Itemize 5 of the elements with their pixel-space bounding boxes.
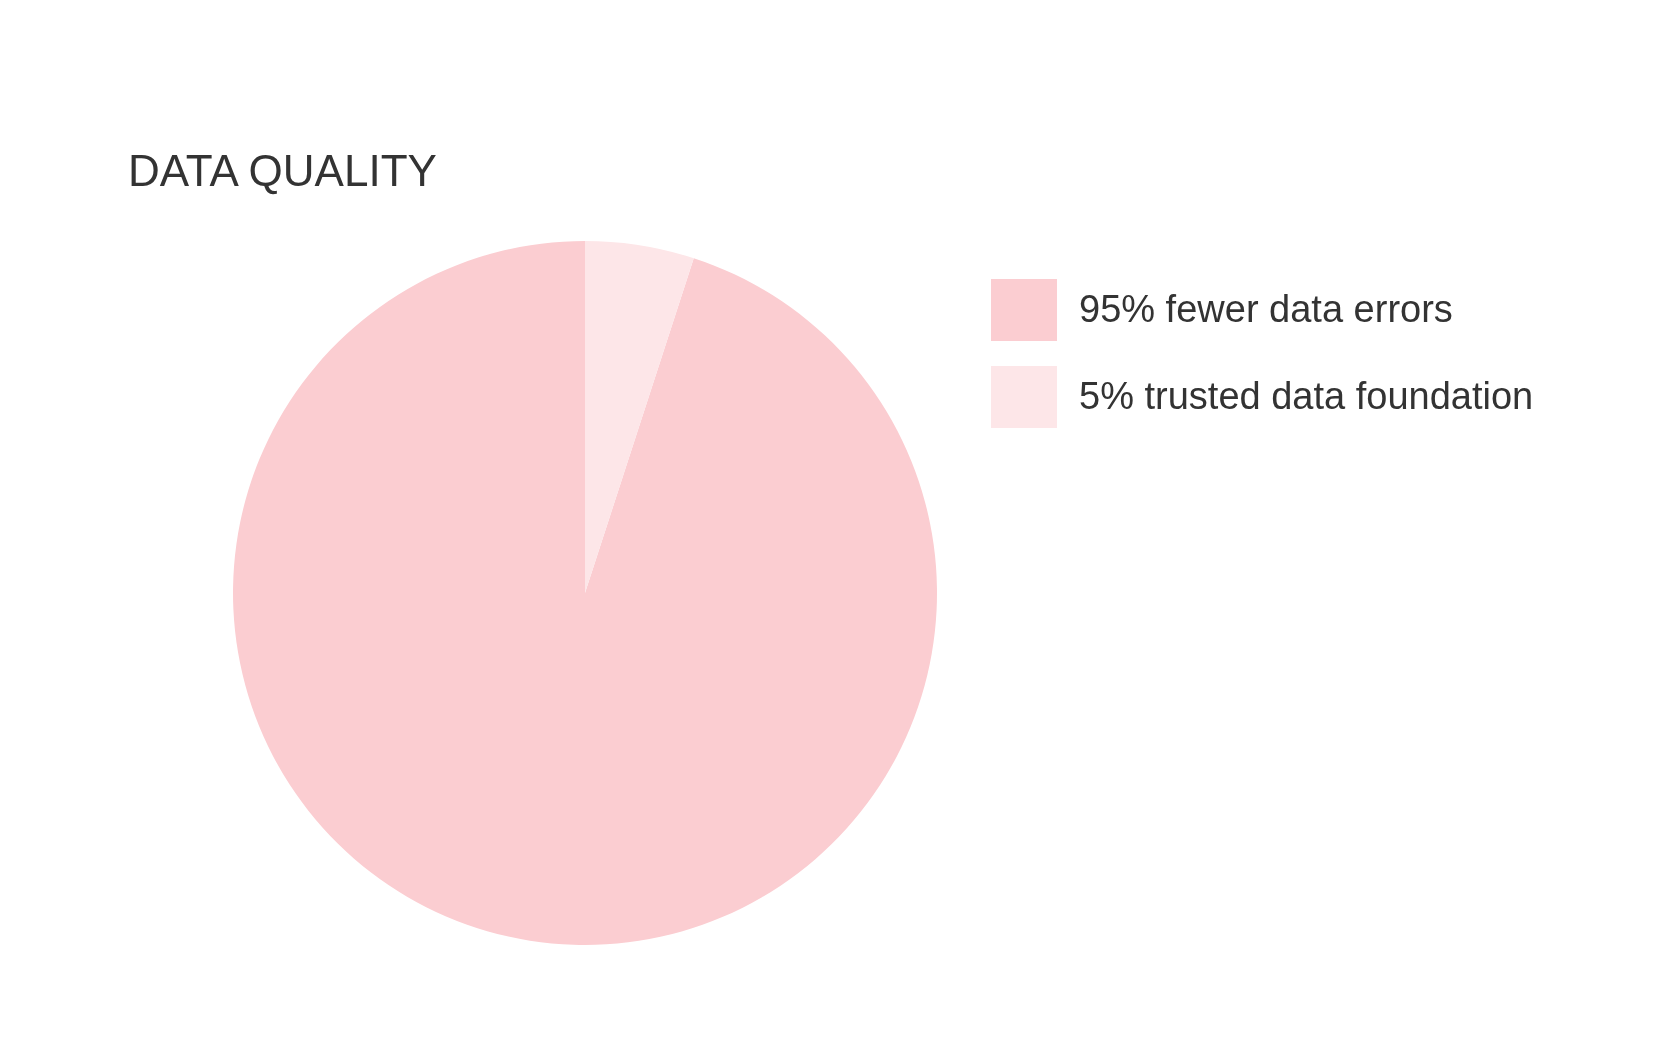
pie-slice (233, 241, 937, 945)
pie-slice (585, 241, 694, 593)
legend-label: 5% trusted data foundation (1079, 375, 1534, 417)
chart-title: DATA QUALITY (128, 146, 437, 195)
legend-label: 95% fewer data errors (1079, 288, 1453, 330)
